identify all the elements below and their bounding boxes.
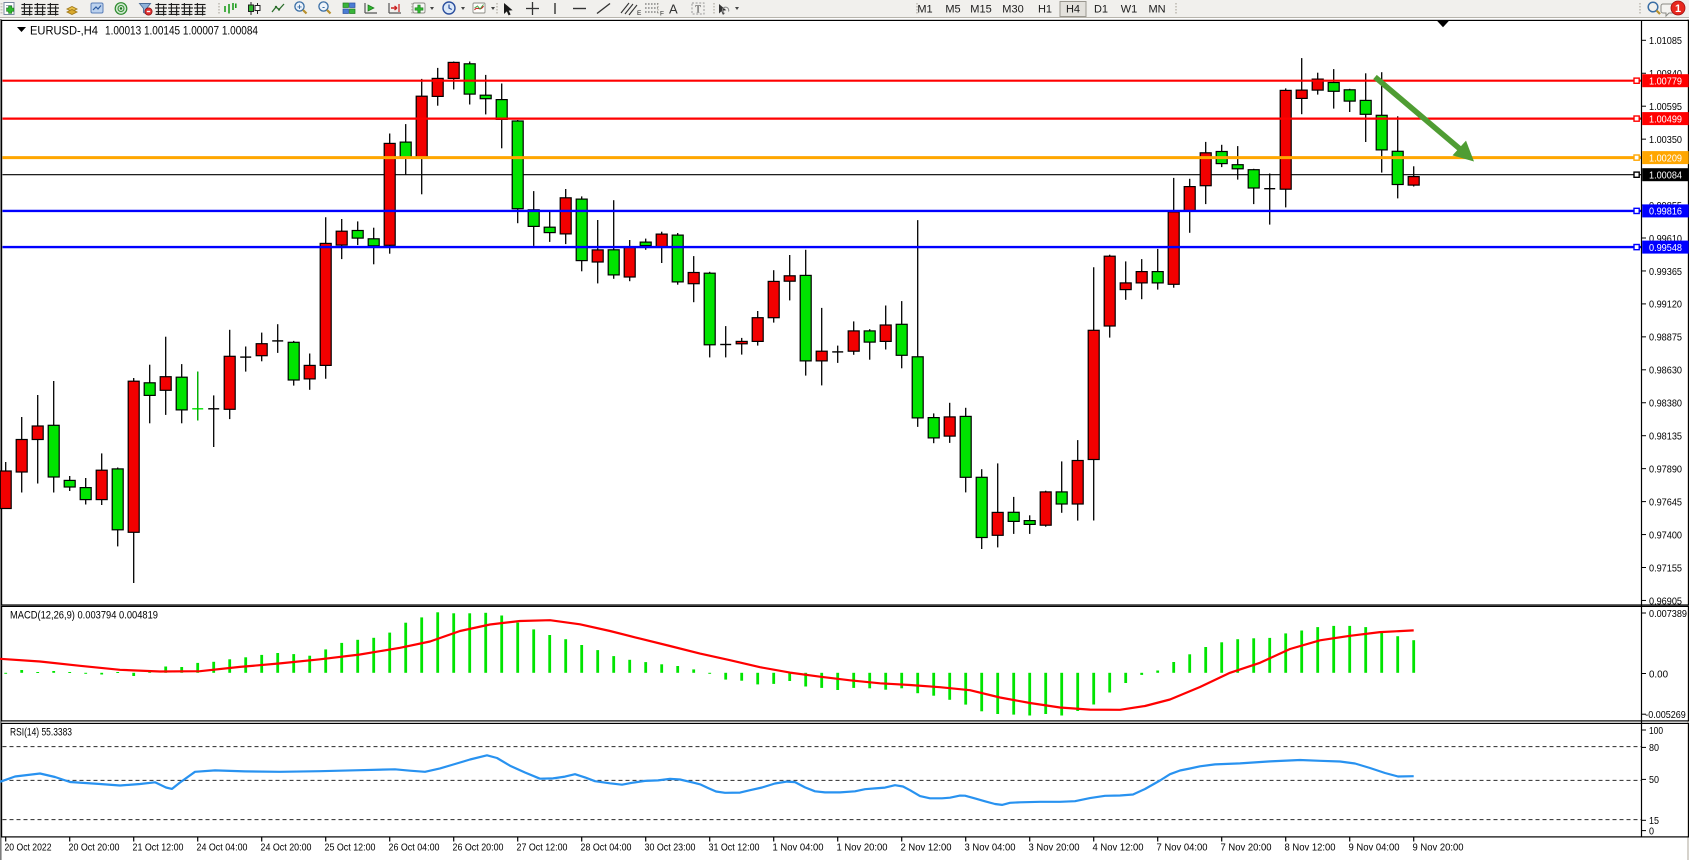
svg-text:0.98875: 0.98875 xyxy=(1649,332,1682,344)
svg-text:0.99548: 0.99548 xyxy=(1649,242,1682,254)
svg-text:9 Nov 20:00: 9 Nov 20:00 xyxy=(1413,842,1464,854)
svg-text:A: A xyxy=(669,2,678,17)
svg-text:0.97890: 0.97890 xyxy=(1649,463,1682,475)
svg-text:E: E xyxy=(637,10,642,17)
svg-text:9 Nov 04:00: 9 Nov 04:00 xyxy=(1349,842,1400,854)
svg-text:M30: M30 xyxy=(1002,4,1023,16)
svg-text:1 Nov 20:00: 1 Nov 20:00 xyxy=(837,842,888,854)
svg-text:T: T xyxy=(695,5,701,16)
svg-text:27 Oct 12:00: 27 Oct 12:00 xyxy=(517,842,568,854)
svg-text:0.96905: 0.96905 xyxy=(1649,595,1682,607)
svg-text:25 Oct 12:00: 25 Oct 12:00 xyxy=(325,842,376,854)
svg-text:80: 80 xyxy=(1649,742,1659,754)
svg-text:0.98135: 0.98135 xyxy=(1649,431,1682,443)
svg-text:26 Oct 04:00: 26 Oct 04:00 xyxy=(389,842,440,854)
svg-text:0.007389: 0.007389 xyxy=(1649,608,1687,620)
svg-text:0.99120: 0.99120 xyxy=(1649,299,1682,311)
svg-text:M1: M1 xyxy=(917,4,932,16)
svg-text:0: 0 xyxy=(1649,825,1654,837)
svg-text:D1: D1 xyxy=(1094,4,1108,16)
svg-text:H1: H1 xyxy=(1038,4,1052,16)
svg-text:0.00: 0.00 xyxy=(1649,668,1668,680)
svg-text:0.98380: 0.98380 xyxy=(1649,398,1682,410)
svg-text:7 Nov 20:00: 7 Nov 20:00 xyxy=(1221,842,1272,854)
svg-text:31 Oct 12:00: 31 Oct 12:00 xyxy=(709,842,760,854)
svg-text:30 Oct 23:00: 30 Oct 23:00 xyxy=(645,842,696,854)
svg-text:1.00209: 1.00209 xyxy=(1649,152,1682,164)
svg-text:4 Nov 12:00: 4 Nov 12:00 xyxy=(1093,842,1144,854)
svg-text:-0.005269: -0.005269 xyxy=(1645,709,1686,721)
svg-text:100: 100 xyxy=(1649,725,1663,737)
svg-text:1.00013 1.00145 1.00007 1.0008: 1.00013 1.00145 1.00007 1.00084 xyxy=(105,26,259,38)
svg-text:RSI(14) 55.3383: RSI(14) 55.3383 xyxy=(10,727,72,739)
svg-text:1 Nov 04:00: 1 Nov 04:00 xyxy=(773,842,824,854)
svg-text:M5: M5 xyxy=(945,4,960,16)
svg-text:7 Nov 04:00: 7 Nov 04:00 xyxy=(1157,842,1208,854)
svg-text:21 Oct 12:00: 21 Oct 12:00 xyxy=(133,842,184,854)
svg-text:1.00350: 1.00350 xyxy=(1649,134,1682,146)
svg-text:1.00499: 1.00499 xyxy=(1649,113,1682,125)
svg-text:1.00084: 1.00084 xyxy=(1649,170,1682,182)
svg-text:EURUSD-,H4: EURUSD-,H4 xyxy=(30,26,99,38)
svg-text:50: 50 xyxy=(1649,774,1659,786)
svg-text:26 Oct 20:00: 26 Oct 20:00 xyxy=(453,842,504,854)
svg-text:H4: H4 xyxy=(1066,4,1080,16)
svg-text:15: 15 xyxy=(1649,815,1659,827)
svg-text:1: 1 xyxy=(1675,3,1681,15)
svg-text:24 Oct 20:00: 24 Oct 20:00 xyxy=(261,842,312,854)
svg-text:MN: MN xyxy=(1148,4,1165,16)
svg-text:1.00779: 1.00779 xyxy=(1649,76,1682,88)
svg-text:W1: W1 xyxy=(1121,4,1138,16)
svg-text:M15: M15 xyxy=(970,4,991,16)
svg-text:3 Nov 04:00: 3 Nov 04:00 xyxy=(965,842,1016,854)
svg-text:20 Oct 2022: 20 Oct 2022 xyxy=(5,842,52,854)
svg-text:0.97155: 0.97155 xyxy=(1649,562,1682,574)
svg-text:0.98630: 0.98630 xyxy=(1649,365,1682,377)
svg-text:F: F xyxy=(660,11,664,18)
svg-text:3 Nov 20:00: 3 Nov 20:00 xyxy=(1029,842,1080,854)
svg-text:24 Oct 04:00: 24 Oct 04:00 xyxy=(197,842,248,854)
svg-text:20 Oct 20:00: 20 Oct 20:00 xyxy=(69,842,120,854)
svg-text:28 Oct 04:00: 28 Oct 04:00 xyxy=(581,842,632,854)
svg-text:1.01085: 1.01085 xyxy=(1649,35,1682,47)
svg-text:MACD(12,26,9) 0.003794 0.00481: MACD(12,26,9) 0.003794 0.004819 xyxy=(10,610,158,622)
svg-text:0.99816: 0.99816 xyxy=(1649,206,1682,218)
svg-text:0.97645: 0.97645 xyxy=(1649,496,1682,508)
svg-text:+: + xyxy=(297,1,302,11)
svg-text:0.99365: 0.99365 xyxy=(1649,266,1682,278)
svg-text:-: - xyxy=(322,1,325,11)
svg-text:1.00595: 1.00595 xyxy=(1649,101,1682,113)
svg-text:0.97400: 0.97400 xyxy=(1649,529,1682,541)
svg-text:8 Nov 12:00: 8 Nov 12:00 xyxy=(1285,842,1336,854)
svg-text:2 Nov 12:00: 2 Nov 12:00 xyxy=(901,842,952,854)
